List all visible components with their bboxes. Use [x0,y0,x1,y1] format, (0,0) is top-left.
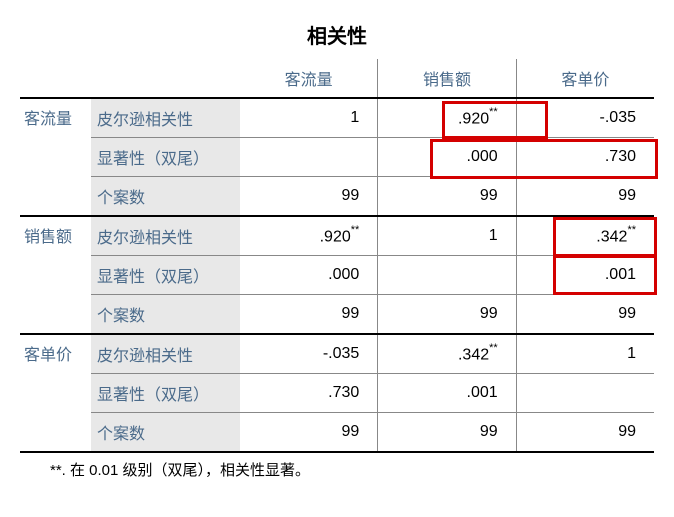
data-cell: .000 [240,256,378,295]
col-header-0: 客流量 [240,59,378,98]
data-cell: .342** [516,216,654,256]
table-row: 客单价皮尔逊相关性-.035.342**1 [20,334,654,374]
data-cell: 1 [378,216,516,256]
col-header-2: 客单价 [516,59,654,98]
data-cell: 99 [240,295,378,335]
blank-header [20,59,240,98]
table-title: 相关性 [20,20,654,49]
correlation-table-wrap: 客流量 销售额 客单价 客流量皮尔逊相关性1.920**-.035显著性（双尾）… [20,59,654,453]
table-row: 个案数999999 [20,295,654,335]
row-sub-label: 显著性（双尾） [91,256,240,295]
table-row: 显著性（双尾）.000 .001 [20,256,654,295]
data-cell: -.035 [516,98,654,138]
data-cell: -.035 [240,334,378,374]
data-cell: 99 [378,177,516,217]
data-cell: 1 [240,98,378,138]
data-cell: .001 [516,256,654,295]
row-sub-label: 显著性（双尾） [91,138,240,177]
data-cell: 1 [516,334,654,374]
header-row: 客流量 销售额 客单价 [20,59,654,98]
data-cell: .342** [378,334,516,374]
data-cell: .000 [378,138,516,177]
row-group-label: 客流量 [20,98,91,216]
row-sub-label: 皮尔逊相关性 [91,216,240,256]
row-sub-label: 皮尔逊相关性 [91,98,240,138]
table-row: 显著性（双尾） .000.730 [20,138,654,177]
footnote: **. 在 0.01 级别（双尾），相关性显著。 [20,453,654,480]
data-cell: 99 [516,413,654,452]
data-cell: .730 [516,138,654,177]
data-cell: .001 [378,374,516,413]
correlation-table: 客流量 销售额 客单价 客流量皮尔逊相关性1.920**-.035显著性（双尾）… [20,59,654,451]
table-row: 客流量皮尔逊相关性1.920**-.035 [20,98,654,138]
data-cell [516,374,654,413]
data-cell: 99 [516,295,654,335]
data-cell: .920** [240,216,378,256]
row-sub-label: 皮尔逊相关性 [91,334,240,374]
data-cell [240,138,378,177]
data-cell [378,256,516,295]
col-header-1: 销售额 [378,59,516,98]
row-sub-label: 个案数 [91,295,240,335]
data-cell: .920** [378,98,516,138]
data-cell: 99 [516,177,654,217]
data-cell: .730 [240,374,378,413]
row-group-label: 销售额 [20,216,91,334]
row-sub-label: 显著性（双尾） [91,374,240,413]
data-cell: 99 [240,413,378,452]
data-cell: 99 [378,295,516,335]
data-cell: 99 [240,177,378,217]
row-sub-label: 个案数 [91,177,240,217]
table-row: 显著性（双尾）.730.001 [20,374,654,413]
table-row: 销售额皮尔逊相关性.920**1.342** [20,216,654,256]
data-cell: 99 [378,413,516,452]
row-sub-label: 个案数 [91,413,240,452]
table-row: 个案数999999 [20,177,654,217]
table-row: 个案数999999 [20,413,654,452]
row-group-label: 客单价 [20,334,91,451]
